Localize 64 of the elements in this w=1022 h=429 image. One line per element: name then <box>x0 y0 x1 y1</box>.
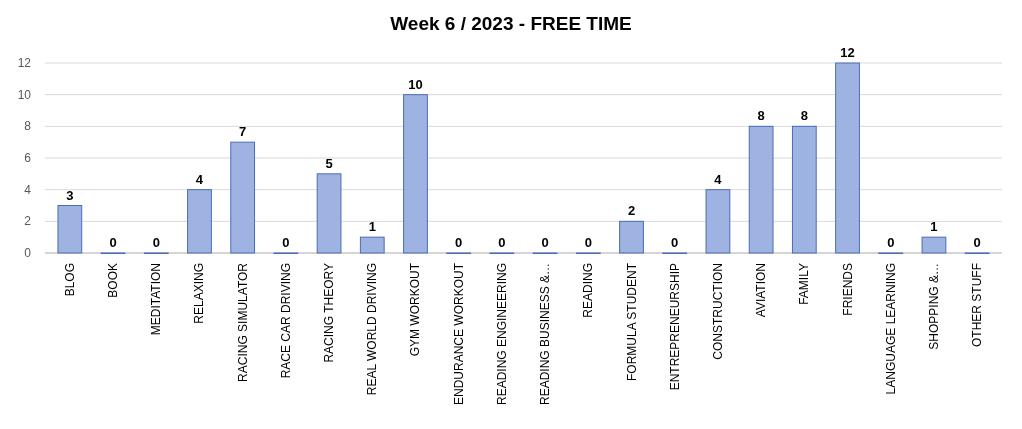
x-tick-label: FRIENDS <box>840 263 855 316</box>
data-label: 0 <box>455 235 463 250</box>
bar <box>187 189 212 254</box>
bar <box>835 62 860 254</box>
data-label: 2 <box>627 203 636 219</box>
data-label: 0 <box>584 235 592 250</box>
y-tick-label: 0 <box>24 246 32 260</box>
x-tick-label: MEDITATION <box>149 263 164 336</box>
x-tick-label: REAL WORLD DRIVING <box>365 263 380 396</box>
data-label: 5 <box>325 155 333 171</box>
x-tick-label: OTHER STUFF <box>970 263 985 347</box>
bar <box>791 125 817 254</box>
x-tick-label: FORMULA STUDENT <box>624 262 639 382</box>
x-tick-label: AVIATION <box>754 263 769 318</box>
x-tick-label: RACING SIMULATOR <box>235 262 250 382</box>
x-tick-label: LANGUAGE LEARNING <box>883 263 898 395</box>
y-tick-label: 6 <box>24 151 32 165</box>
y-tick-label: 2 <box>24 214 32 229</box>
data-label: 7 <box>239 124 247 140</box>
bar <box>921 236 947 254</box>
x-tick-label: RACING THEORY <box>322 263 337 363</box>
x-tick-label: RELAXING <box>192 263 207 324</box>
data-label: 8 <box>757 108 765 124</box>
data-label: 1 <box>368 219 376 235</box>
bar <box>619 220 644 254</box>
bar <box>57 205 83 254</box>
data-label: 0 <box>498 235 506 250</box>
data-label: 3 <box>66 187 74 203</box>
x-tick-label: GYM WORKOUT <box>408 262 423 357</box>
x-tick-label: READING <box>581 263 596 318</box>
data-label: 0 <box>541 235 549 250</box>
bar <box>748 125 774 254</box>
bar <box>316 173 342 254</box>
chart-title: Week 6 / 2023 - FREE TIME <box>390 13 632 34</box>
data-label: 0 <box>973 235 981 250</box>
x-tick-label: READING BUSINESS &… <box>538 263 553 406</box>
data-label: 0 <box>887 235 895 250</box>
data-label: 0 <box>282 235 290 250</box>
x-tick-label: ENTREPRENEURSHIP <box>667 263 682 391</box>
y-tick-label: 10 <box>17 87 32 102</box>
data-label: 0 <box>109 235 117 250</box>
x-tick-label: ENDURANCE WORKOUT <box>451 262 466 406</box>
data-label: 0 <box>671 235 679 250</box>
bar <box>403 94 428 254</box>
x-tick-label: BLOG <box>62 263 77 297</box>
x-tick-label: RACE CAR DRIVING <box>278 263 293 379</box>
data-label: 0 <box>152 235 160 250</box>
bar <box>359 236 385 254</box>
data-label: 12 <box>840 45 855 60</box>
y-tick-label: 8 <box>24 119 32 134</box>
x-tick-label: SHOPPING &… <box>926 263 941 350</box>
data-label: 10 <box>408 76 423 92</box>
data-label: 1 <box>930 219 938 235</box>
x-tick-label: CONSTRUCTION <box>710 263 725 360</box>
bar <box>230 141 256 254</box>
data-label: 8 <box>800 108 808 124</box>
data-label: 4 <box>714 171 723 187</box>
x-tick-label: BOOK <box>106 263 121 298</box>
data-label: 4 <box>195 171 204 187</box>
bar <box>705 189 731 254</box>
x-tick-label: FAMILY <box>797 263 812 305</box>
x-tick-label: READING ENGINEERING <box>494 263 509 406</box>
y-tick-label: 4 <box>24 182 32 197</box>
y-tick-label: 12 <box>17 56 32 70</box>
